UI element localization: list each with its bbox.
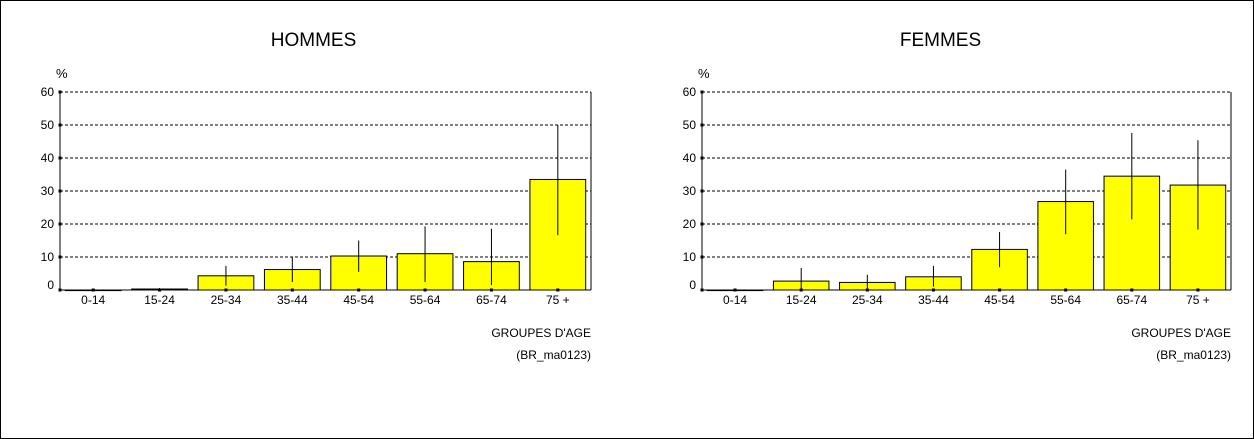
y-tick-mark [58,255,62,259]
bar-chart-hommes: 0-14 15-24 25-34 35-44 45-54 55-64 65-74 75 + 0 1… [41,85,592,307]
x-tick-label: 75 + [546,293,570,307]
x-tick-label: 55-64 [410,293,441,307]
x-tick-label: 25-34 [211,293,242,307]
y-tick-mark [700,222,704,226]
y-tick-mark [58,156,62,160]
chart-title: HOMMES [270,30,357,51]
x-tick-label: 65-74 [1116,293,1147,307]
x-axis-label: GROUPES D'AGE [491,326,591,340]
y-tick-label: 0 [47,278,54,292]
y-tick-label: 30 [683,184,697,198]
x-tick-label: 0-14 [81,293,105,307]
y-tick-mark [58,90,62,94]
bar-chart-femmes: 0-14 15-24 25-34 35-44 45-54 55-64 65-74 75 + 0 1… [683,85,1232,307]
source-code: (BR_ma0123) [516,348,591,362]
x-tick-label: 55-64 [1050,293,1081,307]
y-tick-mark [58,288,62,292]
x-tick-label: 25-34 [852,293,883,307]
chart-panel-hommes: HOMMES % 0-14 15-24 25-34 35-44 45-54 55-64 65… [41,30,592,362]
y-tick-label: 20 [41,217,55,231]
x-tick-label: 75 + [1186,293,1210,307]
y-tick-label: 50 [683,118,697,132]
x-tick-label: 65-74 [476,293,507,307]
source-code: (BR_ma0123) [1156,348,1231,362]
x-tick-label: 35-44 [918,293,949,307]
y-tick-label: 40 [41,151,55,165]
y-tick-label: 60 [41,85,55,99]
y-tick-mark [700,255,704,259]
x-tick-label: 15-24 [786,293,817,307]
chart-title: FEMMES [899,30,982,51]
y-tick-label: 60 [683,85,697,99]
y-axis-label: % [56,66,68,81]
y-tick-label: 0 [689,278,696,292]
y-tick-mark [700,288,704,292]
x-axis-label: GROUPES D'AGE [1131,326,1231,340]
y-tick-label: 20 [683,217,697,231]
y-tick-mark [58,222,62,226]
y-tick-label: 10 [41,250,55,264]
y-tick-mark [700,156,704,160]
y-tick-label: 40 [683,151,697,165]
y-tick-mark [700,90,704,94]
y-tick-mark [58,189,62,193]
y-tick-label: 30 [41,184,55,198]
x-tick-label: 45-54 [343,293,374,307]
x-tick-label: 0-14 [723,293,747,307]
y-tick-mark [700,123,704,127]
y-tick-label: 10 [683,250,697,264]
x-tick-label: 15-24 [144,293,175,307]
chart-panel-femmes: FEMMES % 0-14 15-24 25-34 35-44 45-54 55-64 65… [627,0,1254,439]
y-tick-label: 50 [41,118,55,132]
x-tick-label: 45-54 [984,293,1015,307]
y-axis-label: % [698,66,710,81]
x-tick-label: 35-44 [277,293,308,307]
y-tick-mark [58,123,62,127]
y-tick-mark [700,189,704,193]
